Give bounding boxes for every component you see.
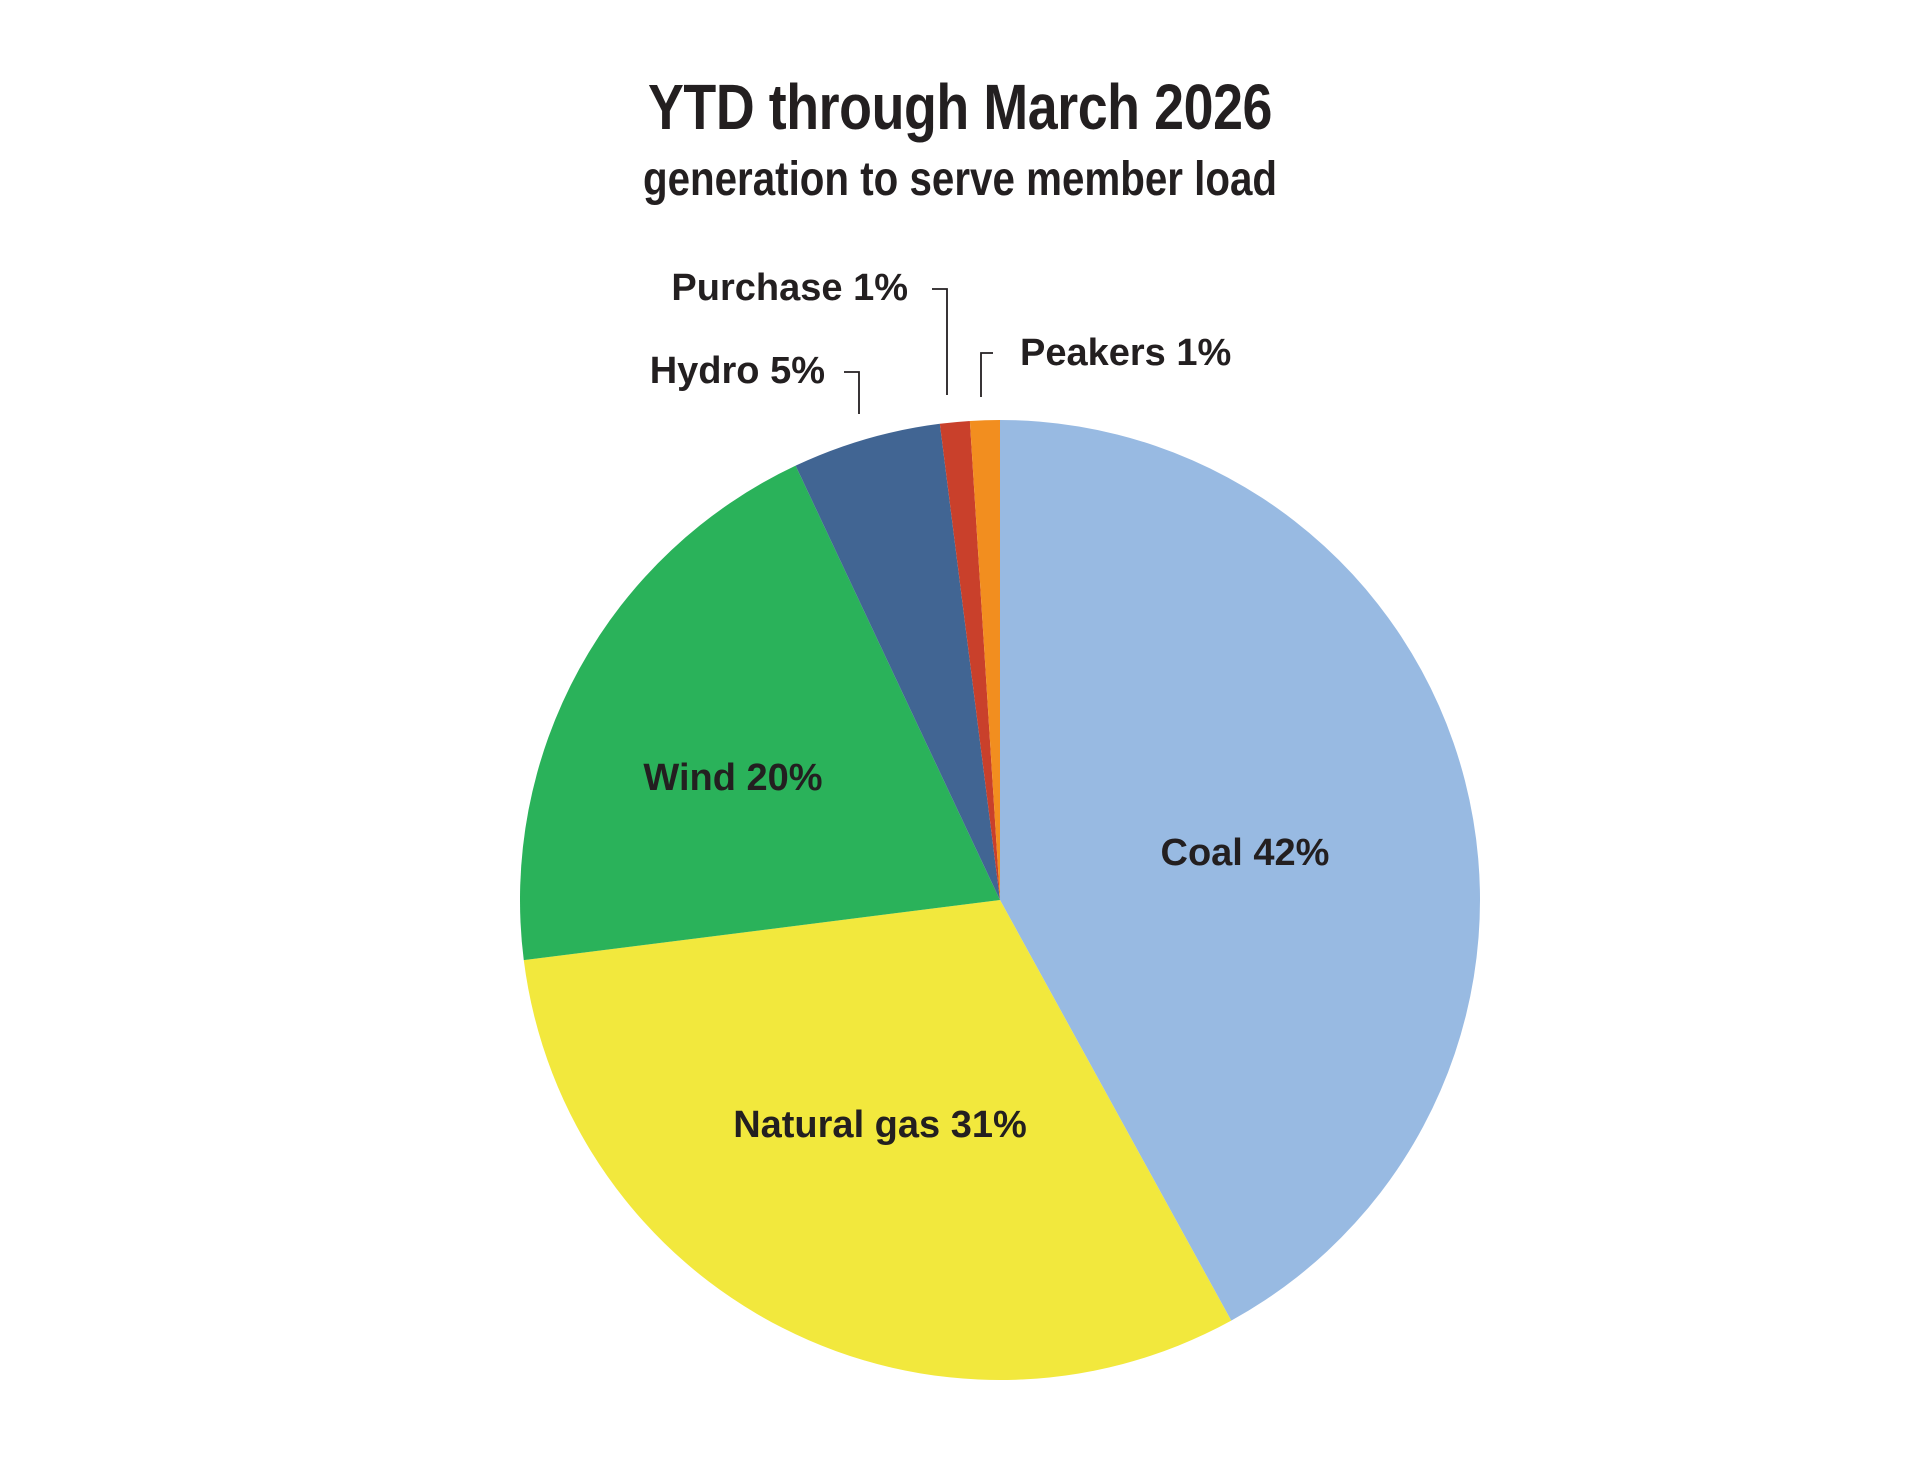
- leader-lines: [844, 288, 993, 414]
- slice-label-wind: Wind 20%: [643, 757, 822, 799]
- pie-slice-hydro: [795, 423, 1000, 900]
- pie-slice-natural-gas: [523, 900, 1232, 1381]
- chart-subtitle: generation to serve member load: [642, 153, 1278, 206]
- pie-slice-coal: [1000, 420, 1481, 1321]
- pie-slice-purchase: [939, 420, 1000, 900]
- slice-label-purchase: Purchase 1%: [671, 267, 908, 309]
- slice-label-coal: Coal 42%: [1161, 832, 1330, 874]
- pie-slice-wind: [519, 465, 1000, 961]
- slice-label-hydro: Hydro 5%: [650, 350, 825, 392]
- leader-line-purchase: [932, 288, 948, 395]
- slice-labels: Coal 42% Natural gas 31% Wind 20% Hydro …: [643, 267, 1329, 1146]
- pie-slice-peakers: [969, 420, 1000, 900]
- leader-line-hydro: [844, 371, 860, 414]
- pie-slices: [519, 420, 1481, 1381]
- chart-title: YTD through March 2026: [647, 71, 1273, 143]
- slice-label-natural-gas: Natural gas 31%: [733, 1104, 1027, 1146]
- slice-label-peakers: Peakers 1%: [1020, 332, 1231, 374]
- leader-line-peakers: [980, 352, 993, 397]
